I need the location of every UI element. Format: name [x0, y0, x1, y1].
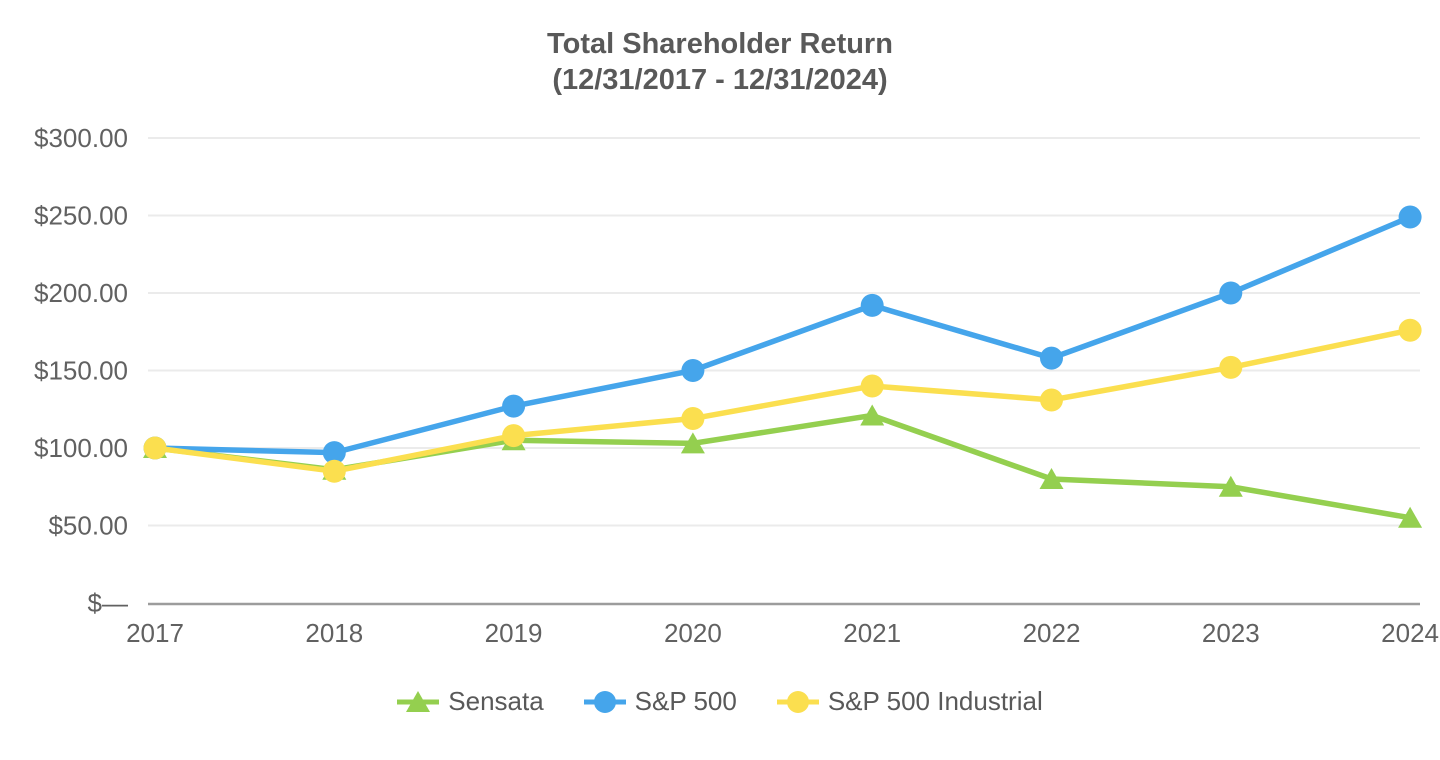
data-point-marker-s-p-500-industrial [681, 407, 705, 431]
legend-label: S&P 500 [634, 686, 737, 716]
data-point-marker-s-p-500 [1398, 205, 1422, 229]
x-axis-tick-label: 2018 [305, 618, 363, 648]
legend-triangle-icon [397, 690, 440, 712]
y-axis-tick-label: $200.00 [34, 278, 128, 308]
data-point-marker-s-p-500 [502, 394, 526, 418]
series-line-s-p-500 [154, 214, 1412, 456]
chart-legend: Sensata S&P 500 S&P 500 Industrial [0, 686, 1440, 717]
data-point-marker-s-p-500-industrial [322, 459, 346, 483]
y-axis-tick-label: $250.00 [34, 201, 128, 231]
y-axis-tick-label: $150.00 [34, 356, 128, 386]
legend-label: Sensata [448, 686, 544, 716]
data-point-marker-sensata [680, 432, 705, 454]
x-axis-tick-label: 2019 [485, 618, 543, 648]
y-axis-tick-label: $300.00 [34, 123, 128, 153]
data-point-marker-s-p-500-industrial [1398, 318, 1422, 342]
legend-circle-icon [776, 690, 819, 713]
data-point-marker-sensata [1398, 506, 1423, 528]
data-point-marker-s-p-500 [322, 441, 346, 465]
data-point-marker-s-p-500 [681, 359, 705, 382]
data-point-marker-sensata [1039, 468, 1064, 489]
chart-title-line2: (12/31/2017 - 12/31/2024) [552, 64, 888, 96]
legend-item-sensata: Sensata [397, 686, 544, 717]
data-point-marker-s-p-500-industrial [502, 424, 526, 448]
data-point-marker-sensata [1218, 475, 1243, 497]
series-line-s-p-500-industrial [154, 327, 1411, 475]
legend-item-s-p-500-industrial: S&P 500 Industrial [776, 686, 1043, 717]
x-axis-tick-label: 2020 [664, 618, 722, 648]
x-axis-tick-label: 2021 [843, 618, 901, 648]
legend-label: S&P 500 Industrial [827, 686, 1043, 716]
x-axis-tick-label: 2022 [1023, 618, 1081, 648]
y-axis-tick-label: $100.00 [34, 433, 128, 463]
data-point-marker-s-p-500-industrial [860, 374, 884, 398]
data-point-marker-s-p-500 [860, 293, 884, 317]
x-axis-tick-label: 2023 [1202, 618, 1260, 648]
data-point-marker-s-p-500-industrial [1040, 388, 1063, 412]
data-point-marker-s-p-500 [1219, 281, 1243, 305]
data-point-marker-s-p-500 [1040, 346, 1063, 370]
chart-title-line1: Total Shareholder Return [547, 28, 893, 60]
chart-title: Total Shareholder Return (12/31/2017 - 1… [0, 26, 1440, 98]
data-point-marker-sensata [860, 404, 885, 426]
legend-item-s-p-500: S&P 500 [583, 686, 737, 717]
legend-circle-icon [583, 690, 626, 713]
x-axis-tick-label: 2024 [1381, 618, 1439, 648]
y-axis-tick-label: $— [88, 588, 128, 618]
y-axis-tick-label: $50.00 [48, 511, 128, 541]
data-point-marker-s-p-500-industrial [143, 436, 167, 460]
x-axis-tick-label: 2017 [126, 618, 184, 648]
data-point-marker-s-p-500-industrial [1219, 355, 1243, 379]
